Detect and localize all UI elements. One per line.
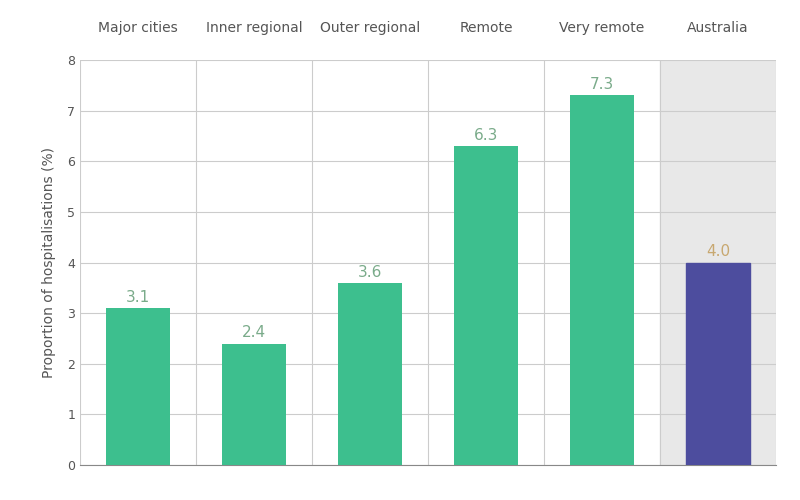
Bar (106, 308, 170, 465)
Text: 2.4: 2.4 (242, 326, 266, 340)
Bar (660, 60, 776, 465)
Text: 6.3: 6.3 (474, 128, 498, 143)
Bar (570, 96, 634, 465)
Text: Inner regional: Inner regional (206, 21, 302, 35)
Text: Australia: Australia (687, 21, 749, 35)
Text: 3.1: 3.1 (126, 290, 150, 305)
Text: Remote: Remote (459, 21, 513, 35)
Text: 3.6: 3.6 (358, 264, 382, 280)
Bar (222, 344, 286, 465)
Text: 7.3: 7.3 (590, 78, 614, 92)
Bar (454, 146, 518, 465)
Text: 4.0: 4.0 (706, 244, 730, 260)
Bar (686, 262, 750, 465)
Bar (338, 283, 402, 465)
Text: Outer regional: Outer regional (320, 21, 420, 35)
Text: Major cities: Major cities (98, 21, 178, 35)
Y-axis label: Proportion of hospitalisations (%): Proportion of hospitalisations (%) (42, 147, 56, 378)
Text: Very remote: Very remote (559, 21, 645, 35)
